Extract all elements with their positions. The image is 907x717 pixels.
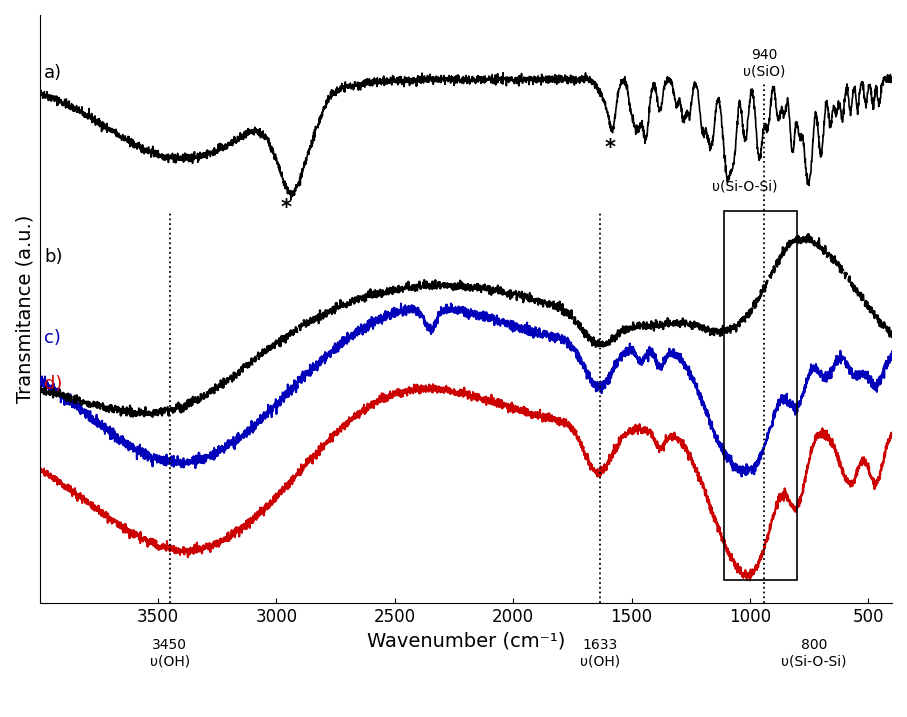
Text: υ(Si-O-Si): υ(Si-O-Si) xyxy=(712,180,778,194)
Text: a): a) xyxy=(44,64,63,82)
Text: *: * xyxy=(605,138,616,158)
Y-axis label: Transmitance (a.u.): Transmitance (a.u.) xyxy=(15,215,34,404)
Text: 1633
υ(OH): 1633 υ(OH) xyxy=(580,638,620,668)
X-axis label: Wavenumber (cm⁻¹): Wavenumber (cm⁻¹) xyxy=(366,632,565,651)
Bar xyxy=(724,212,797,580)
Text: 3450
υ(OH): 3450 υ(OH) xyxy=(150,638,190,668)
Text: 940
υ(SiO): 940 υ(SiO) xyxy=(743,48,785,78)
Text: d): d) xyxy=(44,375,63,393)
Text: c): c) xyxy=(44,329,61,347)
Text: b): b) xyxy=(44,248,63,266)
Text: 800
υ(Si-O-Si): 800 υ(Si-O-Si) xyxy=(781,638,846,668)
Text: *: * xyxy=(280,198,291,218)
